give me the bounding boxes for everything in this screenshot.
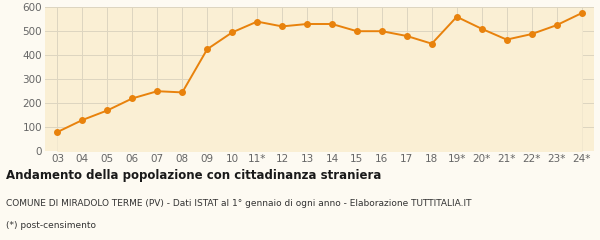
Point (427, 42, 437, 46)
Point (302, 22, 312, 26)
Point (327, 22, 337, 26)
Text: COMUNE DI MIRADOLO TERME (PV) - Dati ISTAT al 1° gennaio di ogni anno - Elaboraz: COMUNE DI MIRADOLO TERME (PV) - Dati IST… (6, 199, 472, 208)
Point (53, 130, 62, 134)
Point (253, 20, 262, 24)
Point (178, 90, 187, 94)
Point (277, 24, 287, 28)
Point (128, 96, 137, 100)
Point (477, 27, 487, 31)
Point (452, 15, 461, 19)
Text: Andamento della popolazione con cittadinanza straniera: Andamento della popolazione con cittadin… (6, 169, 382, 182)
Point (552, 23, 562, 27)
Point (103, 108, 112, 112)
Point (202, 47, 212, 51)
Point (152, 89, 162, 93)
Point (352, 29, 362, 33)
Point (502, 38, 511, 42)
Point (577, 11, 586, 15)
Point (527, 32, 536, 36)
Point (377, 29, 386, 33)
Point (227, 30, 237, 34)
Point (77, 118, 87, 122)
Text: (*) post-censimento: (*) post-censimento (6, 221, 96, 230)
Point (402, 34, 412, 38)
